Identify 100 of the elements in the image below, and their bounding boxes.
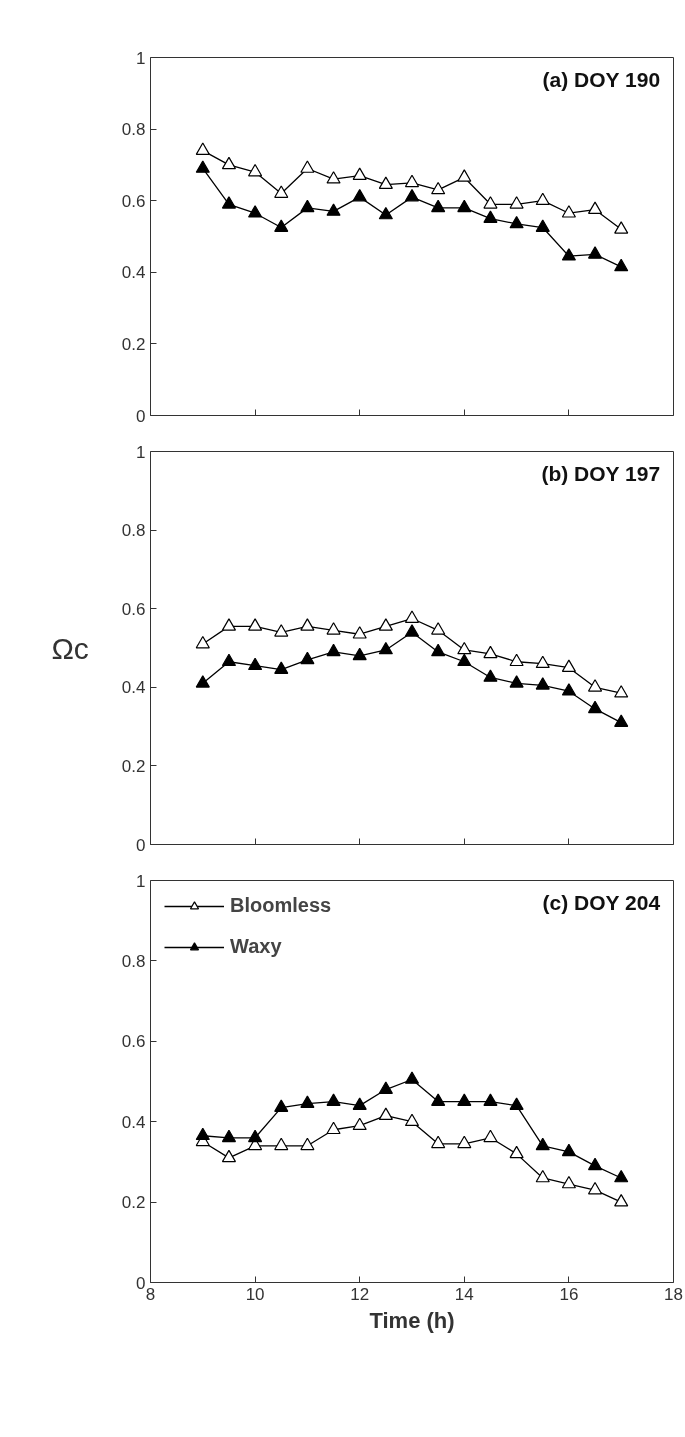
point	[561, 683, 576, 696]
point	[535, 1137, 550, 1151]
point	[221, 196, 237, 209]
point	[221, 618, 237, 631]
y-tick-label: 0.8	[121, 120, 146, 140]
point	[561, 205, 576, 218]
point	[378, 1081, 393, 1094]
point	[248, 657, 263, 671]
point	[431, 181, 446, 195]
point	[274, 624, 289, 637]
y-tick-label: 1	[136, 871, 146, 891]
point	[587, 246, 603, 259]
point	[248, 163, 263, 177]
point	[404, 1113, 420, 1127]
point	[195, 1127, 210, 1141]
point	[300, 651, 315, 665]
y-tick-label: 0.2	[121, 756, 146, 776]
y-tick-label: 0	[136, 1273, 146, 1293]
point	[221, 1129, 237, 1143]
text: (c) DOY 204	[542, 891, 661, 914]
point	[274, 219, 289, 232]
point	[248, 618, 263, 631]
point	[378, 206, 393, 220]
point	[457, 1135, 472, 1149]
y-tick-label: 0.2	[121, 1193, 146, 1213]
point	[509, 196, 524, 209]
y-axis-title: Ωc	[51, 631, 89, 665]
point	[509, 1145, 524, 1159]
point	[587, 201, 603, 214]
point	[561, 248, 576, 261]
point	[535, 1169, 550, 1183]
point	[614, 1169, 629, 1183]
point	[614, 221, 629, 234]
point	[326, 1093, 341, 1106]
point	[248, 1129, 263, 1143]
y-tick-label: 0.4	[121, 263, 146, 283]
point	[326, 171, 341, 184]
point	[221, 156, 237, 170]
point	[483, 1129, 498, 1143]
point	[404, 624, 420, 637]
y-tick-label: 0.6	[121, 599, 146, 619]
point	[561, 1143, 576, 1157]
point	[587, 1181, 603, 1195]
point	[404, 610, 420, 623]
point	[431, 199, 446, 213]
point	[221, 653, 237, 667]
point	[221, 1149, 237, 1163]
point	[535, 655, 550, 669]
point	[274, 661, 289, 674]
point	[352, 1117, 367, 1131]
y-tick-label: 0.2	[121, 334, 146, 354]
point	[509, 653, 524, 667]
point	[248, 205, 263, 218]
point	[274, 1137, 289, 1151]
point	[457, 641, 472, 655]
point	[509, 1097, 524, 1110]
point	[561, 1175, 576, 1189]
y-tick-label: 1	[136, 442, 146, 462]
point	[587, 700, 603, 714]
point	[195, 142, 210, 155]
x-tick-label: 14	[454, 1284, 474, 1304]
point	[352, 647, 367, 661]
point	[352, 1097, 367, 1110]
point	[404, 174, 420, 188]
point	[274, 1099, 289, 1112]
point	[509, 215, 524, 229]
x-axis-title: Time (h)	[369, 1307, 455, 1333]
y-tick-label: 0.6	[121, 191, 146, 211]
y-tick-label: 1	[136, 48, 146, 68]
point	[274, 185, 289, 198]
point	[352, 189, 367, 202]
point	[195, 160, 210, 173]
legend-label: Waxy	[230, 935, 282, 958]
legend-label: Bloomless	[230, 894, 332, 917]
y-tick-label: 0.4	[121, 678, 146, 698]
point	[509, 675, 524, 688]
point	[483, 645, 498, 659]
x-tick-label: 10	[245, 1284, 265, 1304]
point	[535, 677, 550, 690]
point	[404, 1071, 420, 1084]
point	[195, 635, 210, 649]
point	[378, 641, 393, 655]
point	[300, 1095, 315, 1108]
point	[431, 1135, 446, 1149]
point	[561, 659, 576, 672]
x-tick-label: 18	[664, 1284, 683, 1304]
text: (b) DOY 197	[541, 462, 661, 485]
point	[431, 1093, 446, 1106]
point	[326, 1121, 341, 1135]
point	[326, 622, 341, 635]
y-tick-label: 0.8	[121, 521, 146, 541]
y-tick-label: 0.4	[121, 1112, 146, 1132]
point	[457, 169, 472, 182]
point	[326, 203, 341, 216]
y-tick-label: 0	[136, 835, 146, 855]
point	[483, 669, 498, 682]
point	[614, 258, 629, 272]
point	[457, 1093, 472, 1106]
point	[195, 675, 210, 688]
point	[614, 685, 629, 698]
